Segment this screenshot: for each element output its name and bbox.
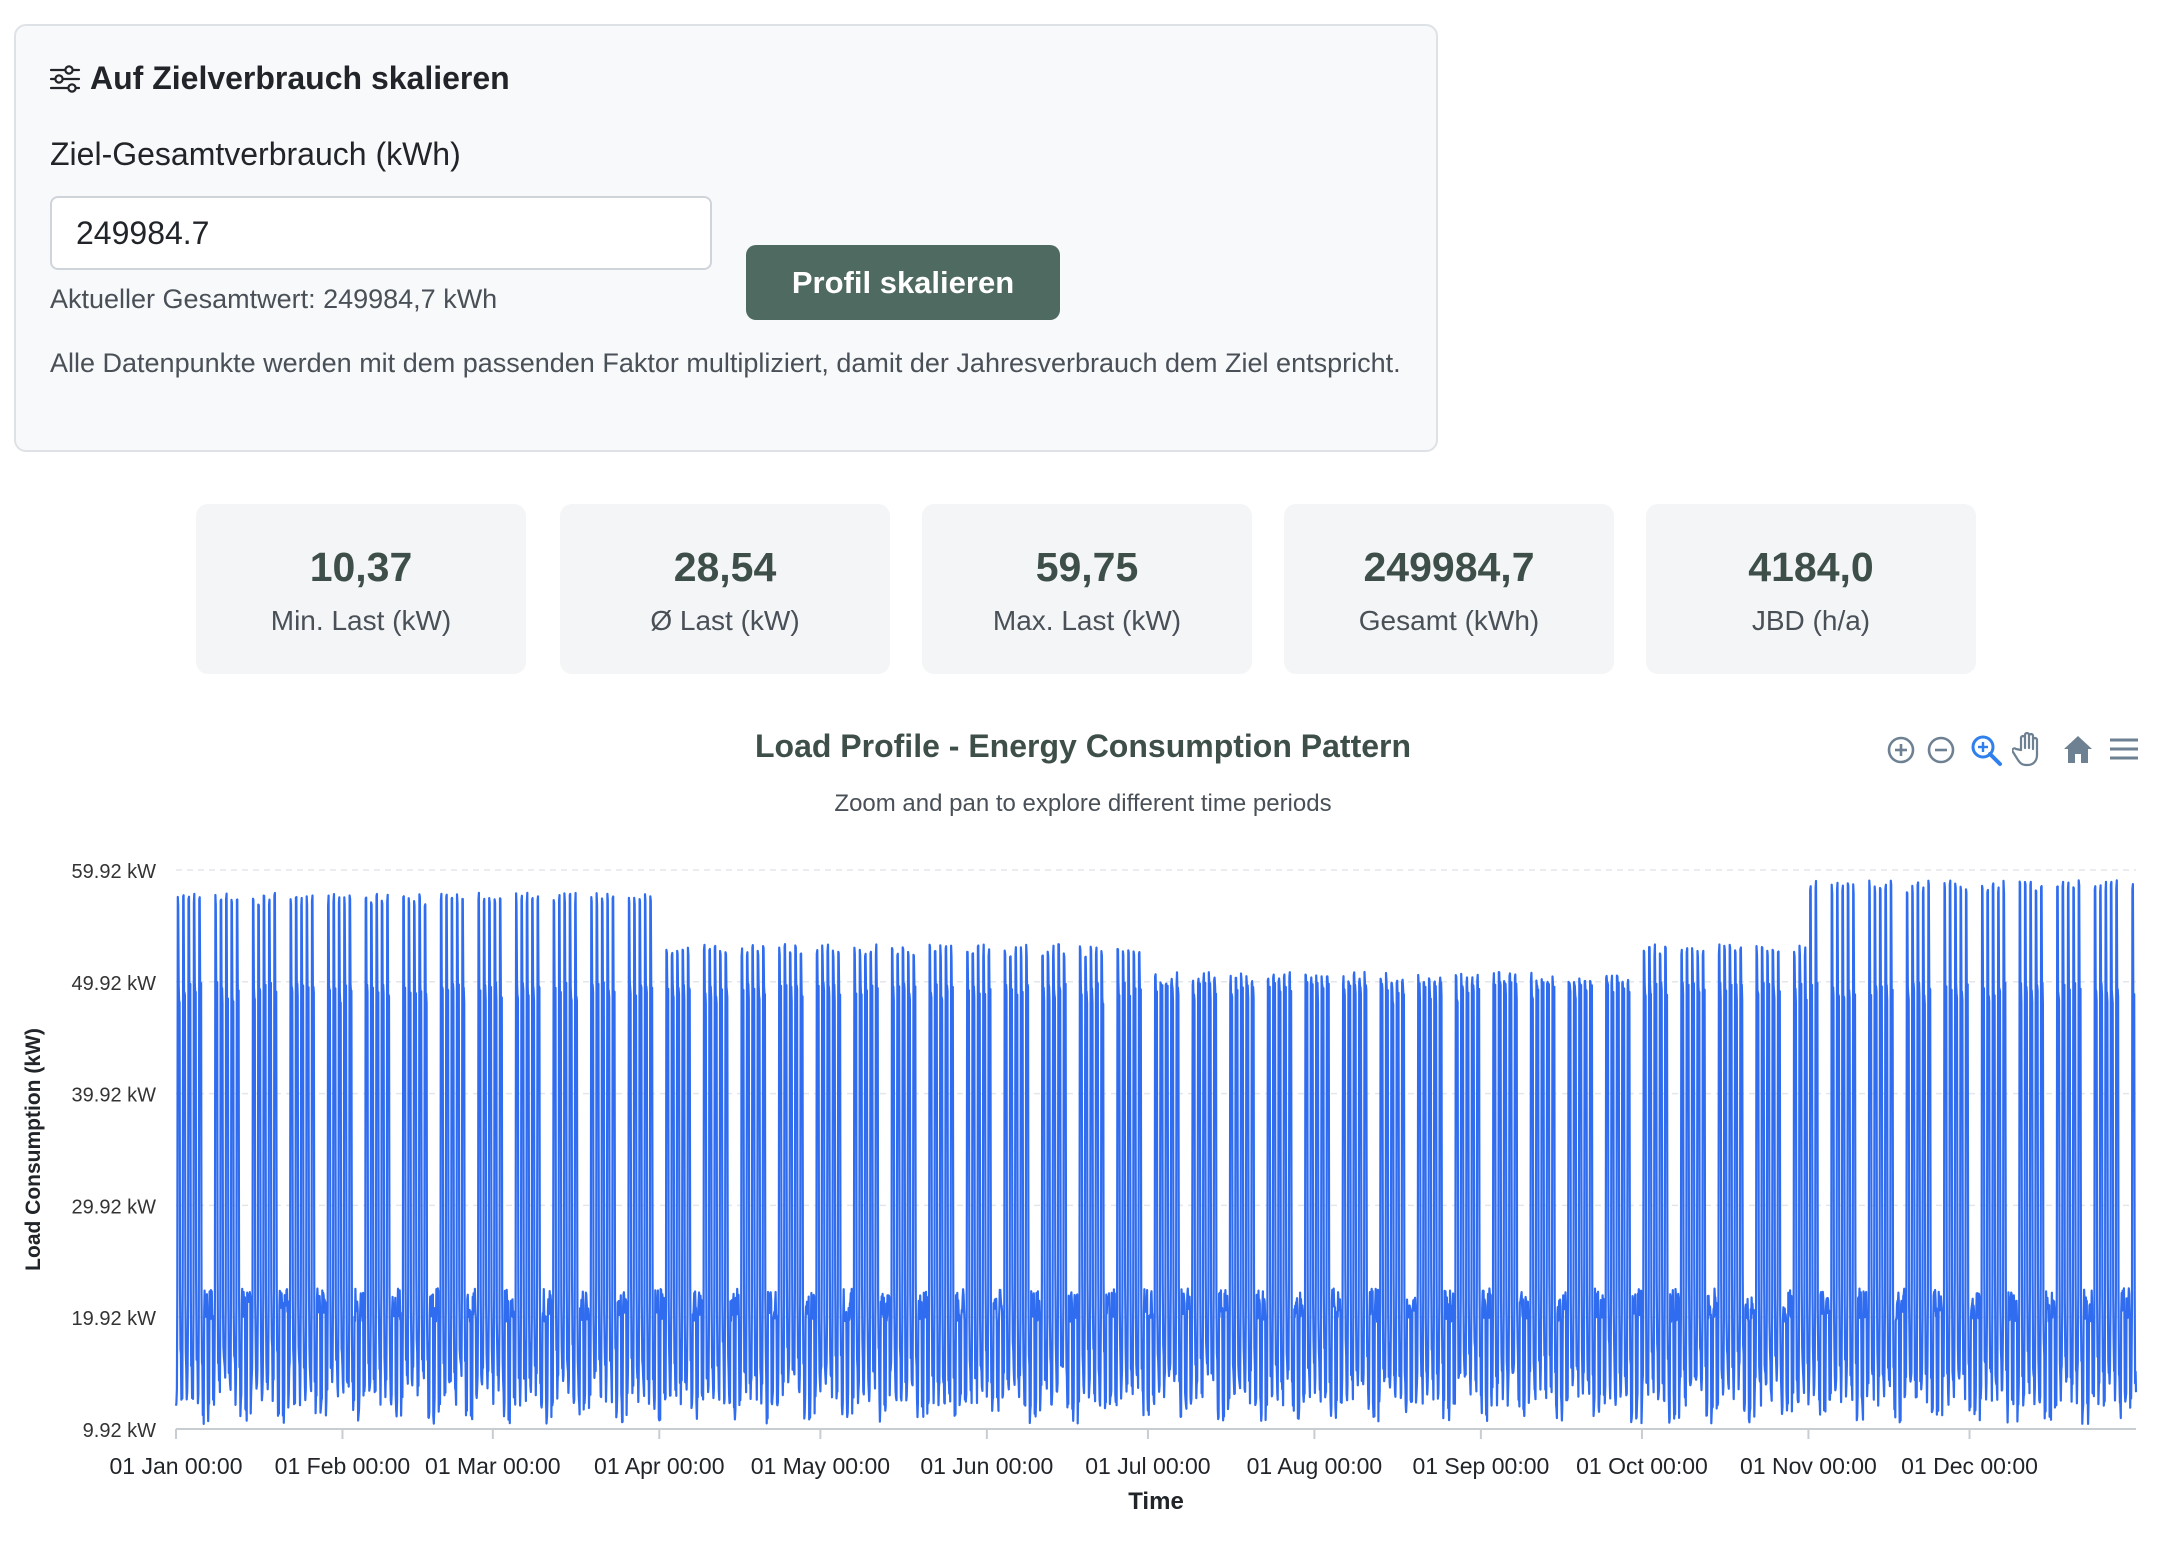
target-label: Ziel-Gesamtverbrauch (kWh) (50, 136, 461, 172)
zoom-in-icon[interactable] (1884, 728, 1918, 768)
stat-label: JBD (h/a) (1751, 605, 1871, 636)
y-axis-title: Load Consumption (kW) (22, 1028, 45, 1271)
x-tick-label: 01 Sep 00:00 (1412, 1453, 1549, 1479)
x-tick-label: 01 Jul 00:00 (1085, 1453, 1210, 1479)
stat-label: Gesamt (kWh) (1358, 605, 1540, 636)
stat-label: Ø Last (kW) (650, 605, 800, 636)
y-tick-label: 29.92 kW (72, 1196, 157, 1218)
x-tick-label: 01 May 00:00 (751, 1453, 890, 1479)
stat-card-total: 249984,7 Gesamt (kWh) (1284, 504, 1614, 674)
chart-toolbar (1884, 728, 2146, 776)
chart-subtitle: Zoom and pan to explore different time p… (834, 790, 1332, 817)
home-reset-icon[interactable] (2060, 728, 2096, 768)
y-tick-label: 59.92 kW (72, 861, 157, 883)
scale-panel: Auf Zielverbrauch skalieren Ziel-Gesamtv… (14, 24, 1438, 452)
stat-value: 4184,0 (1748, 544, 1874, 590)
x-tick-label: 01 Apr 00:00 (594, 1453, 724, 1479)
x-tick-label: 01 Nov 00:00 (1740, 1453, 1877, 1479)
load-series-line (174, 879, 2138, 1425)
x-tick-label: 01 Mar 00:00 (425, 1453, 561, 1479)
x-axis-title: Time (1128, 1488, 1184, 1515)
y-tick-label: 49.92 kW (72, 973, 157, 995)
x-tick-label: 01 Feb 00:00 (275, 1453, 411, 1479)
stat-value: 249984,7 (1363, 544, 1535, 590)
x-tick-label: 01 Oct 00:00 (1576, 1453, 1708, 1479)
chart-plot[interactable]: 59.92 kW 49.92 kW 39.92 kW 29.92 kW 19.92 kW… (0, 700, 2170, 1550)
sliders-icon (49, 64, 81, 93)
help-text: Alle Datenpunkte werden mit dem passende… (50, 348, 1401, 378)
x-tick-label: 01 Jan 00:00 (109, 1453, 242, 1479)
stat-value: 28,54 (673, 544, 777, 590)
scale-panel-title-text: Auf Zielverbrauch skalieren (90, 60, 510, 96)
pan-hand-icon[interactable] (2012, 728, 2046, 768)
stat-label: Min. Last (kW) (270, 605, 452, 636)
stat-card-max: 59,75 Max. Last (kW) (922, 504, 1252, 674)
stat-card-jbd: 4184,0 JBD (h/a) (1646, 504, 1976, 674)
y-tick-label: 9.92 kW (83, 1420, 156, 1442)
load-profile-chart: 59.92 kW 49.92 kW 39.92 kW 29.92 kW 19.92 kW… (0, 700, 2170, 1550)
menu-icon[interactable] (2106, 728, 2142, 768)
x-tick-label: 01 Dec 00:00 (1901, 1453, 2038, 1479)
current-total-text: Aktueller Gesamtwert: 249984,7 kWh (50, 284, 498, 314)
y-tick-label: 39.92 kW (72, 1085, 157, 1107)
x-tick-label: 01 Jun 00:00 (920, 1453, 1053, 1479)
scale-profile-button[interactable]: Profil skalieren (746, 245, 1060, 320)
stat-card-min: 10,37 Min. Last (kW) (196, 504, 526, 674)
target-total-input[interactable] (50, 196, 712, 270)
zoom-out-icon[interactable] (1924, 728, 1958, 768)
chart-title: Load Profile - Energy Consumption Patter… (754, 728, 1412, 764)
selection-zoom-icon[interactable] (1968, 728, 2004, 768)
stat-value: 59,75 (1035, 544, 1139, 590)
stat-card-avg: 28,54 Ø Last (kW) (560, 504, 890, 674)
x-tick-label: 01 Aug 00:00 (1247, 1453, 1383, 1479)
stat-value: 10,37 (309, 544, 413, 590)
scale-panel-title: Auf Zielverbrauch skalieren (48, 60, 510, 97)
stat-label: Max. Last (kW) (992, 605, 1182, 636)
y-tick-label: 19.92 kW (72, 1308, 157, 1330)
